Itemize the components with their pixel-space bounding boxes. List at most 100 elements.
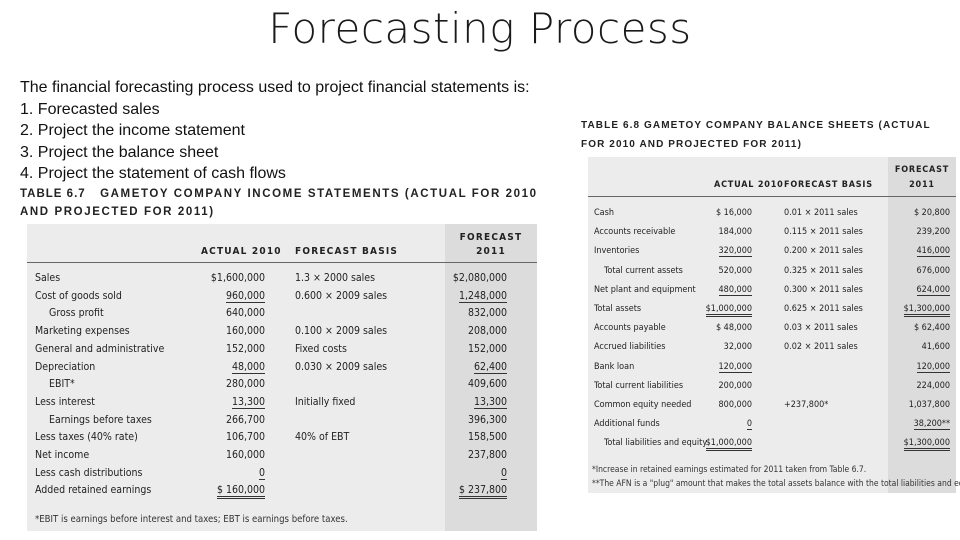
basis-header: FORECAST BASIS bbox=[295, 246, 399, 257]
table-row: Gross profit 640,000 832,000 bbox=[27, 305, 537, 323]
table-row: Accrued liabilities 32,000 0.02 × 2011 sal… bbox=[588, 339, 956, 358]
forecast-column-band bbox=[445, 224, 537, 531]
table-row: Cash $ 16,000 0.01 × 2011 sales $ 20,800 bbox=[588, 205, 956, 224]
actual-value: 520,000 bbox=[718, 265, 752, 276]
forecast-basis: 0.100 × 2009 sales bbox=[295, 325, 388, 338]
forecast-value: 62,400 bbox=[473, 360, 507, 374]
table-row: Net plant and equipment 480,000 0.300 × 20… bbox=[588, 282, 956, 301]
forecast-basis: 0.625 × 2011 sales bbox=[784, 304, 863, 314]
row-label: Total assets bbox=[594, 304, 642, 314]
table-row: Bank loan 120,000 120,000 bbox=[588, 359, 956, 378]
actual-value: 800,000 bbox=[718, 400, 752, 410]
row-label: General and administrative bbox=[35, 342, 165, 355]
row-label: Bank loan bbox=[594, 361, 635, 372]
row-label: Additional funds bbox=[594, 419, 660, 430]
table-6-7-footnote: *EBIT is earnings before interest and ta… bbox=[35, 514, 348, 525]
slide-title: Forecasting Process bbox=[268, 4, 692, 53]
actual-value: $ 48,000 bbox=[715, 323, 752, 334]
forecast-value: 237,800 bbox=[467, 449, 507, 461]
forecast-year-header: 2011 bbox=[476, 246, 506, 257]
forecast-value: 676,000 bbox=[916, 265, 950, 276]
table-row: Additional funds 0 38,200** bbox=[588, 416, 956, 435]
forecast-basis: 0.03 × 2011 sales bbox=[784, 323, 858, 334]
forecast-value: 41,600 bbox=[921, 342, 950, 353]
row-label: Accounts receivable bbox=[594, 227, 676, 238]
row-label: EBIT* bbox=[49, 378, 75, 391]
actual-value: 0 bbox=[746, 419, 752, 431]
table-row: Marketing expenses 160,000 0.100 × 2009 sa… bbox=[27, 323, 537, 341]
forecast-basis: 0.02 × 2011 sales bbox=[784, 342, 858, 353]
forecast-basis: Fixed costs bbox=[295, 342, 347, 355]
step-1: 1. Forecasted sales bbox=[20, 100, 160, 118]
actual-header: ACTUAL 2010 bbox=[201, 246, 282, 257]
forecast-value: $2,080,000 bbox=[452, 272, 507, 284]
forecast-basis: 1.3 × 2000 sales bbox=[295, 272, 376, 284]
table-row: Less taxes (40% rate) 106,700 40% of EBT 15… bbox=[27, 429, 537, 447]
row-label: Gross profit bbox=[49, 307, 104, 320]
actual-value: 106,700 bbox=[225, 431, 265, 444]
forecast-value: 409,600 bbox=[467, 378, 507, 391]
forecast-value: $ 62,400 bbox=[913, 323, 950, 334]
forecast-value: 396,300 bbox=[467, 413, 507, 426]
table-row: Common equity needed 800,000 +237,800* 1,03… bbox=[588, 397, 956, 416]
table-row: Less interest 13,300 Initially fixed 13,300 bbox=[27, 394, 537, 412]
row-label: Marketing expenses bbox=[35, 325, 130, 338]
forecast-basis: 0.01 × 2011 sales bbox=[784, 208, 858, 218]
row-label: Inventories bbox=[594, 246, 640, 257]
row-label: Depreciation bbox=[35, 360, 96, 373]
actual-value: $1,600,000 bbox=[210, 272, 265, 284]
forecast-value: 1,248,000 bbox=[458, 289, 507, 303]
actual-value: 320,000 bbox=[718, 246, 752, 258]
balance-sheet-table: FORECAST ACTUAL 2010 FORECAST BASIS 2011… bbox=[588, 157, 960, 493]
table-row: Total assets $1,000,000 0.625 × 2011 sales… bbox=[588, 301, 956, 320]
table-row: Accounts payable $ 48,000 0.03 × 2011 sale… bbox=[588, 320, 956, 339]
table-6-7-caption: TABLE 6.7 GAMETOY COMPANY INCOME STATEME… bbox=[20, 185, 550, 221]
header-rule bbox=[588, 196, 956, 197]
row-label: Common equity needed bbox=[594, 400, 692, 410]
step-3: 3. Project the balance sheet bbox=[20, 143, 219, 161]
table-row: Earnings before taxes 266,700 396,300 bbox=[27, 412, 537, 430]
actual-value: $1,000,000 bbox=[705, 438, 752, 452]
actual-header: ACTUAL 2010 bbox=[714, 180, 784, 190]
forecast-value: $ 237,800 bbox=[458, 484, 507, 500]
forecast-header: FORECAST bbox=[894, 165, 950, 175]
actual-value: 13,300 bbox=[231, 395, 265, 409]
table-row: Less cash distributions 0 0 bbox=[27, 465, 537, 483]
table-row: Total liabilities and equity $1,000,000 $1… bbox=[588, 435, 956, 454]
forecast-value: 152,000 bbox=[467, 342, 507, 355]
intro-text: The financial forecasting process used t… bbox=[20, 79, 530, 96]
forecast-basis: 0.600 × 2009 sales bbox=[295, 289, 388, 302]
header-rule bbox=[27, 262, 537, 263]
forecast-value: 224,000 bbox=[916, 380, 950, 391]
actual-value: 266,700 bbox=[225, 413, 265, 426]
forecast-value: $ 20,800 bbox=[913, 208, 950, 218]
basis-header: FORECAST BASIS bbox=[784, 180, 873, 190]
forecast-basis: 0.325 × 2011 sales bbox=[784, 265, 863, 276]
forecast-value: 38,200** bbox=[913, 419, 950, 431]
table-row: General and administrative 152,000 Fixed c… bbox=[27, 341, 537, 359]
table-row: Cost of goods sold 960,000 0.600 × 2009 sa… bbox=[27, 288, 537, 306]
forecast-value: 120,000 bbox=[916, 361, 950, 373]
forecast-value: 832,000 bbox=[467, 307, 507, 320]
table-6-8-note-2: **The AFN is a "plug" amount that makes … bbox=[592, 479, 960, 489]
table-row: Added retained earnings $ 160,000 $ 237,80… bbox=[27, 482, 537, 500]
forecast-header: FORECAST bbox=[459, 232, 523, 243]
forecast-column-band bbox=[888, 157, 956, 493]
forecast-basis: 0.300 × 2011 sales bbox=[784, 284, 863, 295]
actual-value: $ 16,000 bbox=[715, 208, 752, 218]
actual-value: $ 160,000 bbox=[216, 484, 265, 500]
forecast-year-header: 2011 bbox=[909, 180, 935, 190]
actual-value: 480,000 bbox=[718, 284, 752, 296]
row-label: Net plant and equipment bbox=[594, 284, 696, 295]
table-6-8-caption: TABLE 6.8 GAMETOY COMPANY BALANCE SHEETS… bbox=[581, 120, 931, 150]
income-statement-table: FORECAST ACTUAL 2010 FORECAST BASIS 2011… bbox=[27, 224, 537, 531]
actual-value: 160,000 bbox=[225, 449, 265, 461]
forecast-basis: Initially fixed bbox=[295, 395, 356, 408]
actual-value: 0 bbox=[258, 466, 265, 480]
actual-value: $1,000,000 bbox=[705, 304, 752, 317]
actual-value: 48,000 bbox=[231, 360, 265, 374]
actual-value: 160,000 bbox=[225, 325, 265, 338]
row-label: Net income bbox=[35, 449, 90, 461]
table-row: Sales $1,600,000 1.3 × 2000 sales $2,080,00… bbox=[27, 270, 537, 288]
actual-value: 32,000 bbox=[723, 342, 752, 353]
